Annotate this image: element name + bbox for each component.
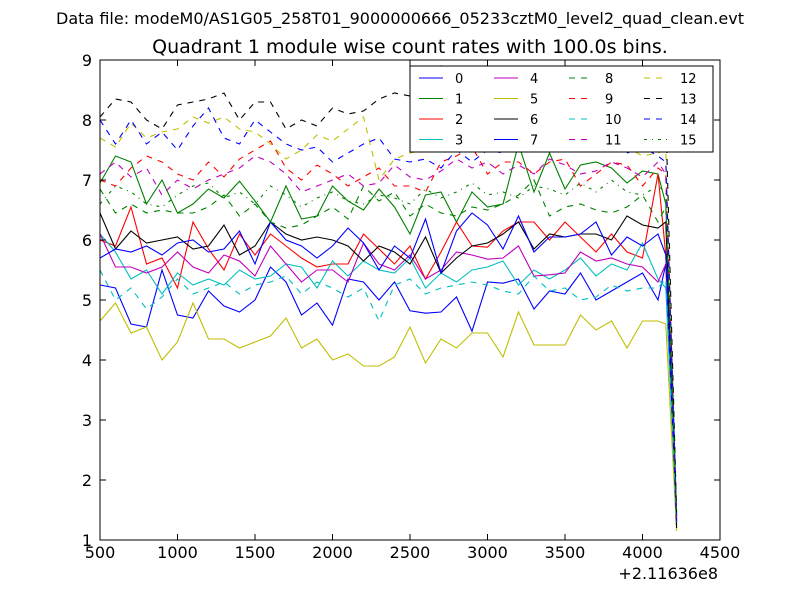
y-tick-label: 7 [82,171,92,190]
y-tick-label: 6 [82,231,92,250]
x-tick-label: 4000 [622,543,663,562]
series-line-6 [100,212,678,529]
y-tick-label: 3 [82,411,92,430]
legend-label-13: 13 [680,93,697,108]
x-tick-label: 1000 [157,543,198,562]
y-tick-label: 8 [82,111,92,130]
legend-label-7: 7 [530,134,538,149]
series-line-11 [100,155,678,517]
legend-label-11: 11 [605,134,622,149]
y-tick-label: 5 [82,291,92,310]
series-line-5 [100,301,678,532]
series-line-4 [100,233,678,523]
series-line-8 [100,179,678,517]
series-line-7 [100,212,678,523]
x-offset-label: +2.11636e8 [618,564,718,583]
legend-label-6: 6 [530,113,538,128]
series-line-1 [100,142,678,526]
y-tick-label: 2 [82,471,92,490]
legend-label-0: 0 [455,72,463,87]
x-tick-label: 2500 [390,543,431,562]
legend-label-10: 10 [605,113,622,128]
legend-label-9: 9 [605,93,613,108]
legend-label-12: 12 [680,72,697,87]
x-tick-label: 2000 [312,543,353,562]
y-tick-label: 9 [82,51,92,70]
series-line-13 [100,64,678,514]
y-tick-label: 4 [82,351,92,370]
plot-area: 500 1000 1500 2000 2500 3000 3500 4000 4500 1234… [82,51,741,583]
series-line-2 [100,173,678,523]
x-tick-label: 3500 [545,543,586,562]
x-tick-label: 4500 [700,543,741,562]
legend-frame [409,65,714,153]
y-tick-label: 1 [82,531,92,550]
series-line-9 [100,140,678,520]
series-line-12 [100,116,678,514]
x-tick-label: 500 [85,543,116,562]
legend-label-3: 3 [455,134,463,149]
series-layer [100,64,678,532]
x-tick-label: 3000 [467,543,508,562]
figure-suptitle: Data file: modeM0/AS1G05_258T01_90000006… [56,9,744,29]
legend-label-4: 4 [530,72,538,87]
series-line-3 [100,233,678,523]
legend-label-1: 1 [455,93,463,108]
legend-label-14: 14 [680,113,697,128]
series-line-0 [100,263,678,520]
legend-label-15: 15 [680,134,697,149]
series-line-15 [100,179,678,517]
series-line-10 [100,269,678,523]
legend-label-2: 2 [455,113,463,128]
x-axis: 500 1000 1500 2000 2500 3000 3500 4000 4500 [85,60,741,562]
x-tick-label: 1500 [235,543,276,562]
legend-label-5: 5 [530,93,538,108]
legend-label-8: 8 [605,72,613,87]
chart-title: Quadrant 1 module wise count rates with … [152,36,668,58]
